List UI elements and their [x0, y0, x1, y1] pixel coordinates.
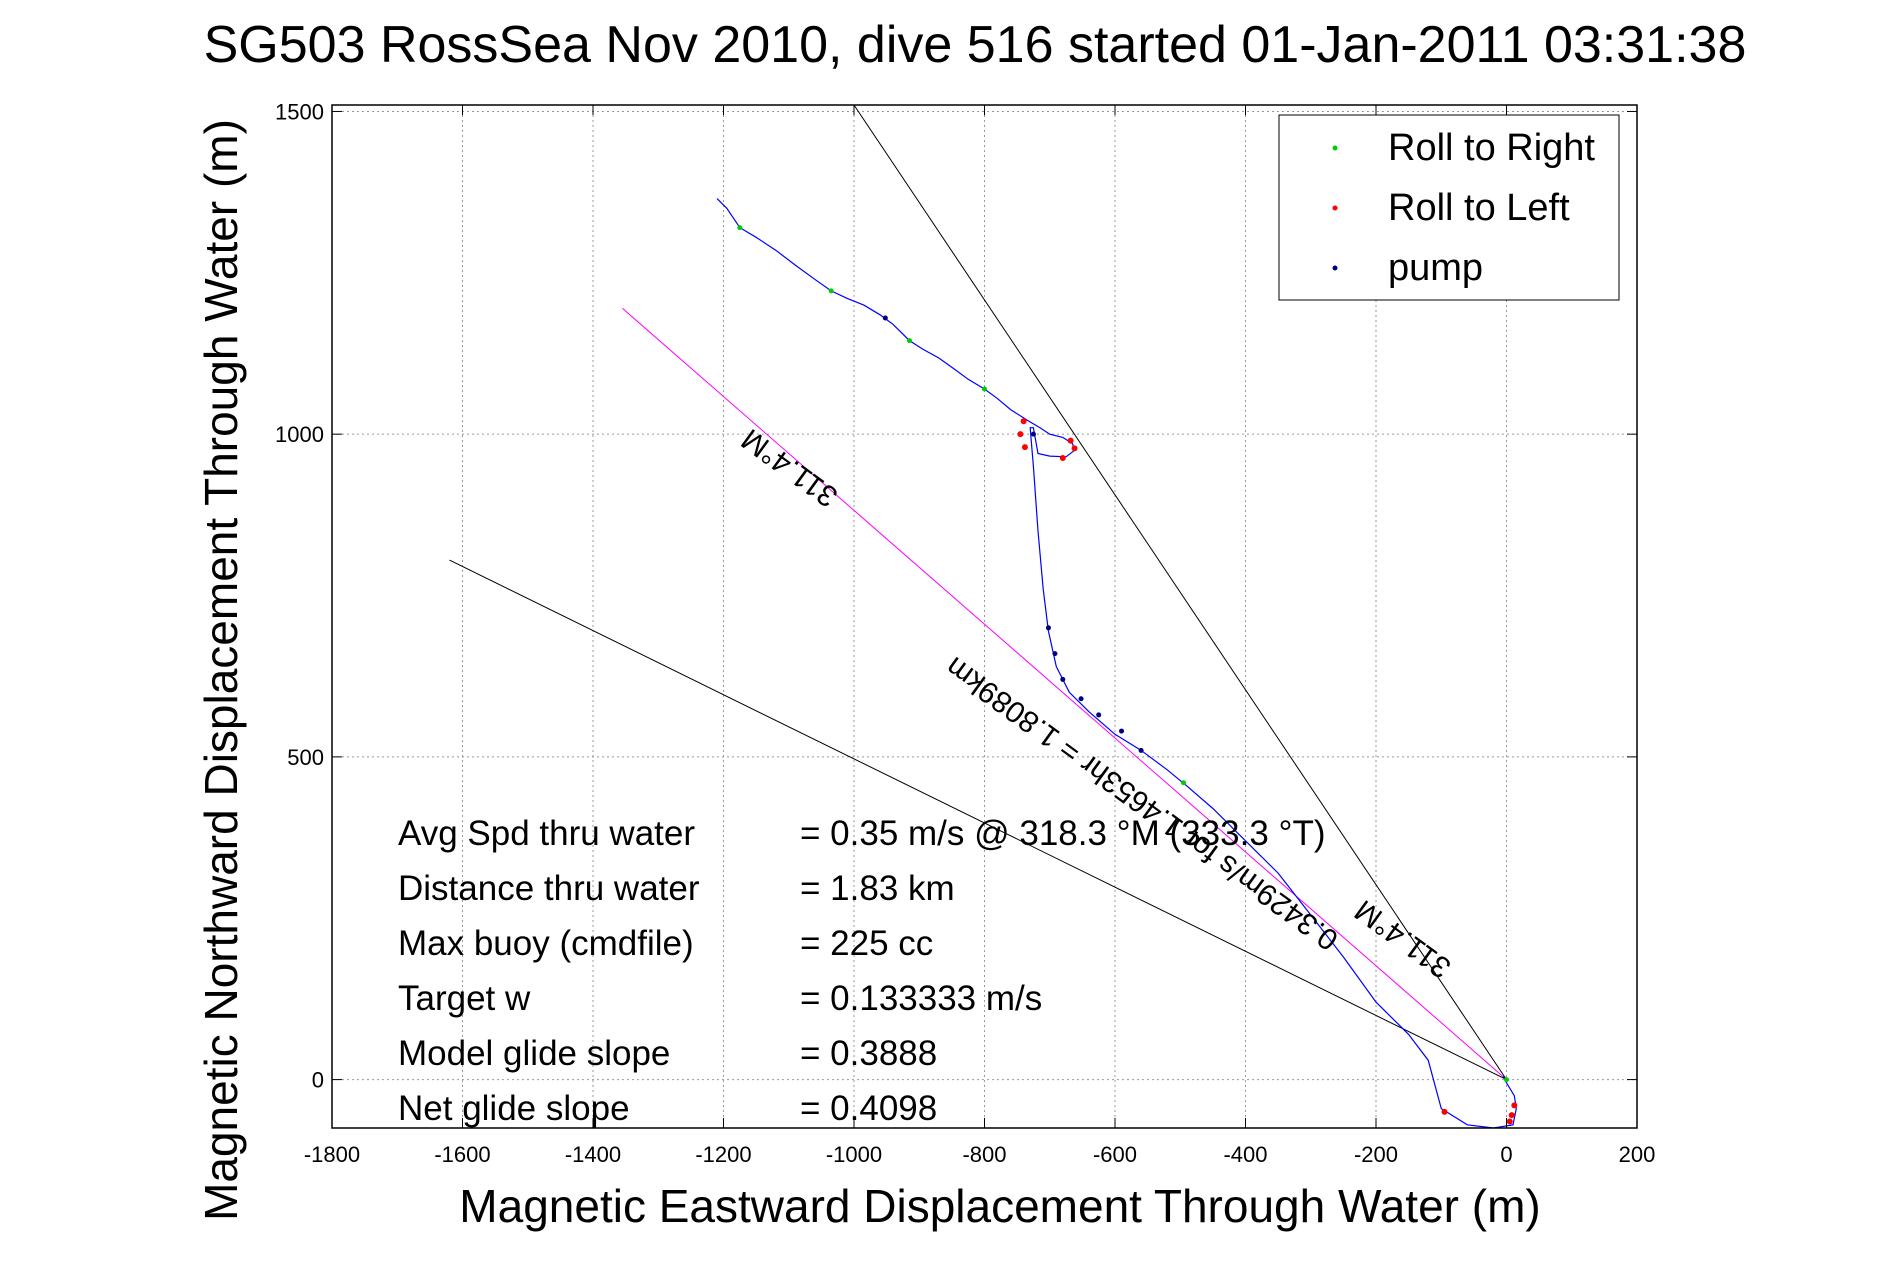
- stats-block: Avg Spd thru water = 0.35 m/s @ 318.3 °M …: [398, 814, 1326, 1128]
- marker-roll-left: [1067, 437, 1074, 444]
- x-axis-label: Magnetic Eastward Displacement Through W…: [459, 1180, 1540, 1232]
- marker-roll-right: [1181, 780, 1187, 786]
- stat-label: Max buoy (cmdfile): [398, 924, 694, 963]
- x-tick-label: 200: [1619, 1142, 1656, 1167]
- marker-roll-right: [982, 386, 987, 392]
- marker-roll-left: [1441, 1108, 1448, 1115]
- legend-label: Roll to Right: [1388, 127, 1595, 169]
- chart-title: SG503 RossSea Nov 2010, dive 516 started…: [204, 16, 1747, 74]
- line-course: [622, 307, 1507, 1080]
- line-bound_lower: [449, 559, 1507, 1081]
- x-tick-label: 0: [1500, 1142, 1512, 1167]
- stat-label: Avg Spd thru water: [398, 814, 695, 853]
- x-tick-label: -1800: [304, 1142, 360, 1167]
- legend-label: pump: [1388, 247, 1483, 289]
- legend-marker: [1332, 265, 1338, 271]
- stat-value: = 0.4098: [800, 1089, 937, 1128]
- axes-frame: [331, 104, 1638, 1129]
- marker-pump: [1096, 712, 1102, 718]
- annotation: 0.3429m/s for 1.4653hr = 1.8089km: [940, 650, 1345, 957]
- marker-roll-left: [1511, 1102, 1518, 1109]
- marker-roll-right: [828, 288, 834, 294]
- y-tick-label: 1000: [275, 422, 324, 447]
- x-tick-label: -400: [1223, 1142, 1267, 1167]
- stat-value: = 0.133333 m/s: [800, 979, 1042, 1018]
- x-tick-label: -1600: [434, 1142, 490, 1167]
- stat-value: = 225 cc: [800, 924, 933, 963]
- marker-pump: [1052, 651, 1058, 657]
- marker-pump: [882, 315, 888, 321]
- marker-roll-left: [1508, 1112, 1515, 1119]
- marker-pump: [1078, 696, 1084, 702]
- marker-pump: [1138, 747, 1144, 753]
- legend-marker: [1332, 145, 1338, 151]
- x-tick-label: -1400: [565, 1142, 621, 1167]
- marker-roll-left: [1071, 445, 1078, 452]
- annotation: 311.4°M: [1349, 893, 1457, 984]
- reference-lines: [449, 104, 1507, 1081]
- line-bound_upper: [853, 104, 1507, 1080]
- legend-marker: [1332, 205, 1338, 211]
- x-tick-label: -1000: [826, 1142, 882, 1167]
- marker-roll-left: [1059, 455, 1066, 462]
- marker-roll-left: [1021, 444, 1028, 451]
- stat-label: Net glide slope: [398, 1089, 630, 1128]
- stat-label: Model glide slope: [398, 1034, 670, 1073]
- dive-track: [716, 198, 1517, 1129]
- x-tick-label: -800: [962, 1142, 1006, 1167]
- tick-labels: -1800 -1600 -1400 -1200 -1000 -800 -600 -400 -20…: [275, 99, 1655, 1167]
- y-tick-label: 500: [287, 745, 324, 770]
- marker-roll-right: [1504, 1077, 1509, 1083]
- marker-roll-left: [1017, 431, 1024, 438]
- stat-label: Target w: [398, 979, 531, 1018]
- markers: [737, 225, 1518, 1125]
- marker-pump: [1119, 728, 1125, 734]
- y-axis-label: Magnetic Northward Displacement Through …: [195, 119, 247, 1221]
- stat-value: = 1.83 km: [800, 869, 955, 908]
- marker-pump: [1060, 676, 1066, 682]
- stat-value: = 0.3888: [800, 1034, 937, 1073]
- x-tick-label: -600: [1093, 1142, 1137, 1167]
- marker-roll-left: [1020, 418, 1027, 425]
- marker-roll-right: [906, 338, 912, 344]
- x-tick-label: -200: [1354, 1142, 1398, 1167]
- annotation: 311.4°M: [736, 422, 844, 513]
- y-tick-label: 1500: [275, 99, 324, 124]
- legend: Roll to Right Roll to Left pump: [1278, 114, 1620, 301]
- marker-pump: [1030, 431, 1036, 437]
- y-tick-label: 0: [312, 1068, 324, 1093]
- x-tick-label: -1200: [695, 1142, 751, 1167]
- stat-value: = 0.35 m/s @ 318.3 °M (333.3 °T): [800, 814, 1326, 853]
- marker-pump: [1045, 625, 1051, 631]
- legend-label: Roll to Left: [1388, 187, 1570, 229]
- marker-roll-left: [1506, 1118, 1513, 1125]
- track-line: [716, 198, 1517, 1129]
- marker-roll-right: [737, 225, 743, 231]
- stat-label: Distance thru water: [398, 869, 700, 908]
